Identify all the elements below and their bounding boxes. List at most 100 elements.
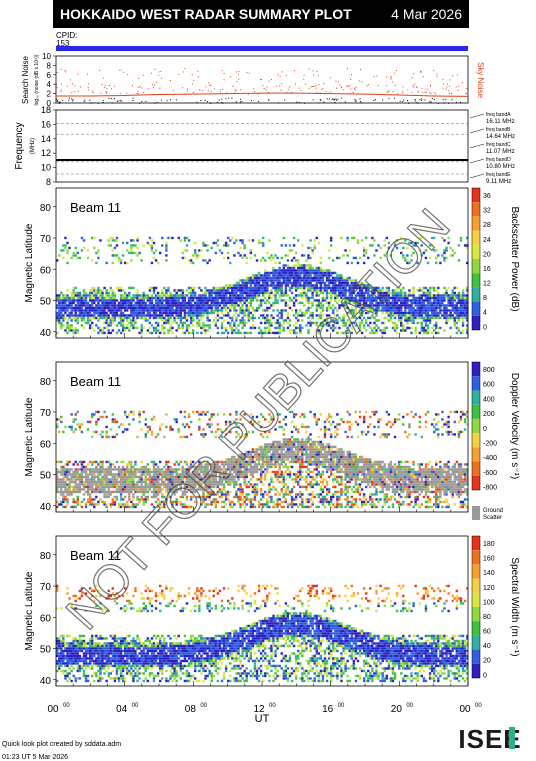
beam-cell [167,490,170,494]
beam-cell [115,468,119,471]
beam-cell [76,475,79,479]
beam-cell [276,289,279,292]
beam-cell [68,480,71,484]
beam-cell [121,468,125,471]
noise-panel-frame [55,55,469,104]
beam-cell [243,291,246,295]
beam-cell [194,294,197,297]
beam-cell [115,475,119,479]
noise-dot [60,68,62,70]
beam-cell [257,289,261,292]
beam-cell [136,326,139,330]
noise-dot [279,75,281,77]
beam-cell [309,266,312,270]
beam-cell [319,279,323,282]
beam-cell [169,473,172,476]
beam-cell [198,299,201,302]
beam-cell [400,319,403,322]
beam-cell [406,316,409,320]
beam-cell [251,296,255,300]
beam-cell [327,269,331,272]
beam-cell [395,301,399,305]
noise-dot [419,71,421,73]
noise-dot [106,91,108,93]
beam-cell [391,306,395,310]
colorbar-tick-label: 16 [483,266,491,273]
beam-cell [109,236,112,240]
beam-cell [243,505,246,509]
beam-cell [395,306,399,310]
noise-dot [435,93,437,95]
beam-cell [292,304,296,307]
beam-cell [103,478,106,481]
beam-cell [152,326,156,330]
beam-cell [185,473,189,476]
beam-cell [437,314,440,317]
beam-cell [255,294,259,297]
beam-cell [346,261,349,265]
beam-cell [177,475,180,479]
beam-cell [214,304,218,307]
beam-cell [375,289,378,292]
beam-cell [208,296,211,300]
beam-cell [412,311,415,315]
beam-cell [189,316,193,320]
beam-cell [156,505,160,509]
beam-cell [424,306,428,310]
beam-cell [163,475,166,479]
beam-cell [412,319,415,322]
beam-cell [346,306,349,310]
noise-dot [106,92,108,94]
beam-cell [62,319,65,322]
beam-cell [119,314,123,317]
beam-cell [165,291,168,295]
beam-cell [165,254,168,257]
beam-cell [309,279,312,282]
beam-cell [406,326,409,330]
beam-cell [173,311,176,315]
beam-cell [443,296,446,300]
beam-cell [144,490,147,494]
beam-cell [317,276,321,280]
noise-dot [88,89,90,91]
beam-cell [113,495,117,499]
beam-cell [237,455,240,459]
beam-cell [111,463,115,466]
beam-cell [198,478,201,481]
beam-cell [123,291,127,295]
beam-cell [196,478,199,481]
beam-cell [105,319,108,322]
beam-cell [393,299,397,302]
beam-cell [321,324,325,327]
beam-cell [336,314,339,317]
beam-cell [60,500,63,504]
beam-cell [455,304,459,307]
beam-cell [262,274,265,277]
beam-cell [115,244,119,247]
beam-cell [404,329,407,332]
beam-cell [344,321,347,325]
beam-cell [259,286,263,290]
beam-cell [187,239,191,242]
beam-cell [109,503,112,506]
beam-cell [171,309,174,312]
beam-cell [449,326,452,330]
beam-cell [262,281,265,285]
beam-cell [334,296,337,300]
beam-cell [80,314,84,317]
beam-cell [451,289,454,292]
beam-cell [91,304,94,307]
beam-cell [229,483,232,486]
beam-cell [292,269,296,272]
beam-cell [329,281,333,285]
beam-cell [204,463,207,466]
beam-cell [117,465,121,469]
noise-dot [336,87,338,89]
beam-cell [198,324,201,327]
beam-cell [196,301,199,305]
beam-cell [130,460,133,464]
beam-cell [202,329,205,332]
beam-cell [212,475,215,479]
beam-cell [66,321,69,325]
beam-cell [187,470,191,474]
